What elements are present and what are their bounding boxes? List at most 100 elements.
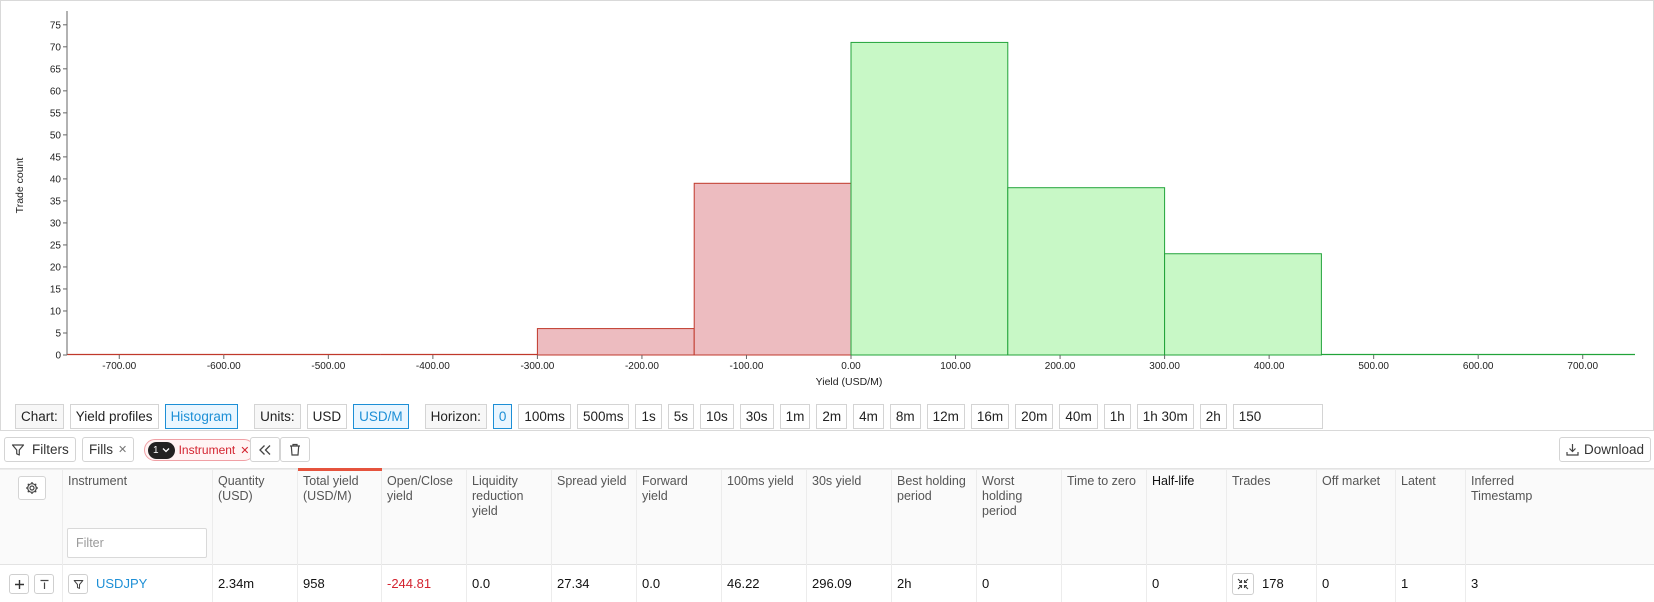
30s-yield-cell: 296.09 — [807, 565, 892, 602]
pin-top-button[interactable] — [34, 574, 54, 594]
header-best-holding-period[interactable]: Best holding period — [892, 470, 977, 566]
collapse-all-button[interactable] — [250, 437, 280, 462]
download-label: Download — [1584, 442, 1645, 457]
expand-trades-button[interactable] — [1232, 573, 1254, 595]
data-grid: Instrument Quantity (USD) Total yield (U… — [0, 468, 1654, 602]
quantity-cell: 2.34m — [213, 565, 298, 602]
horizon-5s-button[interactable]: 5s — [667, 404, 694, 429]
header-trades[interactable]: Trades — [1227, 470, 1317, 566]
half-life-cell: 0 — [1147, 565, 1227, 602]
table-row[interactable]: USDJPY 2.34m 958 -244.81 0.0 27.34 0.0 4… — [0, 565, 1654, 602]
horizon-16m-button[interactable]: 16m — [970, 404, 1010, 429]
filter-bar: Filters Fills ✕ 1 Instrument ✕ Download — [0, 431, 1654, 469]
units-usd-m-button[interactable]: USD/M — [353, 404, 409, 429]
horizon-2h-button[interactable]: 2h — [1199, 404, 1227, 429]
y-tick-label: 65 — [50, 64, 62, 75]
y-axis-label: Trade count — [14, 158, 26, 214]
units-label: Units: — [254, 404, 301, 429]
header-spread-yield[interactable]: Spread yield — [552, 470, 637, 566]
clear-filters-button[interactable] — [280, 437, 310, 462]
y-tick-label: 60 — [50, 86, 62, 97]
chart-type-histogram-button[interactable]: Histogram — [164, 404, 239, 429]
header-off-market[interactable]: Off market — [1317, 470, 1396, 566]
inferred-timestamp-cell: 3 — [1471, 576, 1479, 591]
histogram-bar — [1007, 187, 1166, 356]
column-settings-button[interactable] — [18, 476, 46, 500]
filters-button[interactable]: Filters — [4, 437, 76, 462]
pin-to-top-icon — [40, 579, 48, 589]
instrument-filter-input[interactable] — [67, 528, 207, 558]
filter-by-instrument-button[interactable] — [68, 574, 88, 594]
time-to-zero-cell — [1062, 565, 1147, 602]
horizon-10s-button[interactable]: 10s — [700, 404, 734, 429]
header-latent[interactable]: Latent — [1396, 470, 1466, 566]
y-tick-label: 25 — [50, 240, 62, 251]
chart-panel: 0 5 10 15 20 25 30 35 40 45 50 55 60 65 70 75 -700.00 -60… — [0, 0, 1654, 431]
remove-fills-icon[interactable]: ✕ — [118, 444, 128, 456]
x-tick-label: 300.00 — [1149, 361, 1180, 372]
chart-type-yield-profiles-button[interactable]: Yield profiles — [69, 404, 159, 429]
bin-size-input[interactable]: 150 — [1232, 404, 1323, 429]
y-tick-label: 15 — [50, 284, 62, 295]
header-total-yield[interactable]: Total yield (USD/M) — [298, 468, 382, 566]
table-header-row: Instrument Quantity (USD) Total yield (U… — [0, 468, 1654, 566]
x-tick-label: -700.00 — [102, 361, 136, 372]
fills-filter-chip[interactable]: Fills ✕ — [82, 437, 135, 462]
instrument-count-badge[interactable]: 1 — [148, 441, 175, 459]
worst-holding-cell: 0 — [977, 565, 1062, 602]
histogram-bar — [850, 41, 1009, 356]
x-tick-label: 700.00 — [1567, 361, 1598, 372]
horizon-1s-button[interactable]: 1s — [635, 404, 662, 429]
horizon-500ms-button[interactable]: 500ms — [576, 404, 630, 429]
header-100ms-yield[interactable]: 100ms yield — [722, 470, 807, 566]
histogram-bar — [536, 328, 695, 356]
trades-count: 178 — [1262, 576, 1284, 591]
y-tick-label: 30 — [50, 218, 62, 229]
header-half-life[interactable]: Half-life — [1147, 470, 1227, 566]
instrument-link[interactable]: USDJPY — [96, 576, 148, 591]
chevron-down-icon — [162, 448, 170, 453]
header-30s-yield[interactable]: 30s yield — [807, 470, 892, 566]
horizon-1h30m-button[interactable]: 1h 30m — [1136, 404, 1194, 429]
horizon-0-button[interactable]: 0 — [492, 404, 513, 429]
y-tick-label: 75 — [50, 20, 62, 31]
open-close-yield-cell: -244.81 — [382, 565, 467, 602]
y-tick-label: 45 — [50, 152, 62, 163]
header-open-close-yield[interactable]: Open/Close yield — [382, 470, 467, 566]
y-tick-label: 20 — [50, 262, 62, 273]
latent-cell: 1 — [1396, 565, 1466, 602]
horizon-1m-button[interactable]: 1m — [779, 404, 811, 429]
horizon-4m-button[interactable]: 4m — [853, 404, 884, 429]
x-tick-label: 100.00 — [940, 361, 971, 372]
horizon-2m-button[interactable]: 2m — [816, 404, 848, 429]
total-yield-cell: 958 — [298, 565, 382, 602]
header-worst-holding-period[interactable]: Worst holding period — [977, 470, 1062, 566]
remove-instrument-icon[interactable]: ✕ — [240, 444, 250, 457]
header-time-to-zero[interactable]: Time to zero — [1062, 470, 1147, 566]
horizon-12m-button[interactable]: 12m — [926, 404, 965, 429]
horizon-label: Horizon: — [424, 404, 487, 429]
header-liquidity-reduction-yield[interactable]: Liquidity reduction yield — [467, 470, 552, 566]
header-quantity[interactable]: Quantity (USD) — [213, 470, 298, 566]
horizon-40m-button[interactable]: 40m — [1059, 404, 1098, 429]
horizon-20m-button[interactable]: 20m — [1015, 404, 1054, 429]
double-chevron-left-icon — [259, 444, 271, 455]
trades-cell: 178 — [1227, 565, 1317, 602]
horizon-100ms-button[interactable]: 100ms — [518, 404, 571, 429]
download-icon — [1566, 444, 1579, 456]
horizon-30s-button[interactable]: 30s — [739, 404, 774, 429]
horizon-8m-button[interactable]: 8m — [889, 404, 921, 429]
header-instrument[interactable]: Instrument — [63, 470, 213, 566]
expand-row-button[interactable] — [9, 574, 29, 594]
x-tick-label: 600.00 — [1463, 361, 1494, 372]
funnel-icon — [73, 579, 83, 589]
chart-type-label: Chart: — [15, 404, 64, 429]
download-button[interactable]: Download — [1559, 437, 1652, 462]
units-usd-button[interactable]: USD — [306, 404, 348, 429]
horizon-1h-button[interactable]: 1h — [1103, 404, 1131, 429]
header-inferred-timestamp[interactable]: Inferred Timestamp — [1471, 474, 1533, 503]
best-holding-cell: 2h — [892, 565, 977, 602]
header-forward-yield[interactable]: Forward yield — [637, 470, 722, 566]
histogram-bar — [1164, 253, 1322, 356]
instrument-filter-chip[interactable]: 1 Instrument ✕ — [144, 439, 256, 461]
